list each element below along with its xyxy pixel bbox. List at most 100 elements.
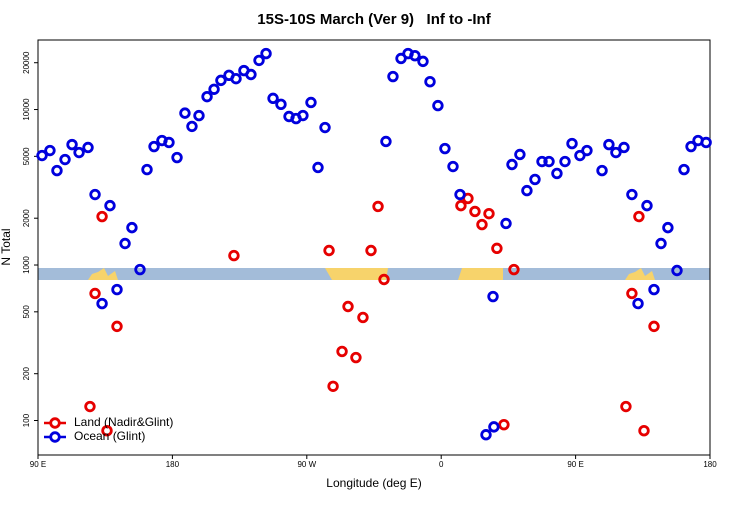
- point: [66, 138, 78, 151]
- point: [305, 96, 317, 109]
- point: [319, 121, 331, 134]
- y-tick-label: 100: [22, 413, 31, 427]
- point: [648, 320, 660, 333]
- y-tick-label: 5000: [22, 147, 31, 165]
- point: [671, 264, 683, 277]
- point: [267, 92, 279, 105]
- point: [215, 74, 227, 87]
- point: [603, 138, 615, 151]
- land-shape: [458, 268, 503, 280]
- plot-frame: [37, 39, 711, 456]
- point: [543, 155, 555, 168]
- chart-title: 15S-10S March (Ver 9) Inf to -Inf: [257, 11, 491, 28]
- point: [111, 320, 123, 333]
- point: [574, 149, 586, 162]
- point: [455, 199, 467, 212]
- legend-marker: [49, 417, 61, 429]
- point: [620, 400, 632, 413]
- point: [230, 72, 242, 85]
- point: [566, 137, 578, 150]
- x-tick-label: 90 W: [297, 460, 316, 469]
- point: [529, 173, 541, 186]
- point: [96, 297, 108, 310]
- point: [498, 418, 510, 431]
- point: [521, 184, 533, 197]
- point: [89, 287, 101, 300]
- point: [626, 287, 638, 300]
- x-tick-label: 0: [439, 460, 444, 469]
- point: [260, 47, 272, 60]
- point: [89, 188, 101, 201]
- point: [253, 54, 265, 67]
- point: [514, 148, 526, 161]
- point: [126, 221, 138, 234]
- point: [641, 199, 653, 212]
- point: [596, 164, 608, 177]
- point: [488, 421, 500, 433]
- y-tick-label: 1000: [22, 256, 31, 274]
- point: [51, 164, 63, 177]
- x-tick-label: 180: [703, 460, 717, 469]
- point: [44, 144, 56, 157]
- point: [447, 160, 459, 173]
- point: [141, 163, 153, 176]
- point: [469, 205, 481, 218]
- point: [36, 149, 48, 162]
- point: [104, 199, 116, 212]
- x-tick-label: 180: [166, 460, 180, 469]
- point: [662, 221, 674, 234]
- y-tick-label: 2000: [22, 209, 31, 227]
- point: [350, 351, 362, 364]
- point: [380, 135, 392, 148]
- point: [82, 141, 94, 154]
- point: [372, 200, 384, 213]
- point: [480, 429, 492, 441]
- y-tick-label: 200: [22, 366, 31, 380]
- point: [700, 136, 712, 149]
- point: [171, 151, 183, 164]
- point: [357, 311, 369, 324]
- point: [483, 207, 495, 220]
- land-shape: [88, 268, 118, 280]
- point: [275, 98, 287, 111]
- point: [336, 345, 348, 358]
- point: [581, 144, 593, 157]
- point: [559, 155, 571, 168]
- point: [228, 249, 240, 262]
- point: [432, 99, 444, 112]
- point: [655, 237, 667, 250]
- point: [208, 83, 220, 95]
- point: [409, 49, 421, 62]
- point: [96, 210, 108, 223]
- point: [186, 120, 198, 133]
- point: [245, 68, 257, 81]
- point: [378, 273, 390, 286]
- y-tick-label: 500: [22, 305, 31, 319]
- point: [648, 283, 660, 296]
- x-tick-label: 90 E: [567, 460, 583, 469]
- point: [327, 380, 339, 392]
- point: [491, 242, 503, 255]
- point: [508, 263, 520, 276]
- point: [119, 237, 131, 250]
- point: [163, 136, 175, 149]
- point: [439, 142, 451, 155]
- point: [101, 424, 113, 437]
- point: [610, 146, 622, 159]
- point: [500, 217, 512, 230]
- point: [111, 283, 123, 296]
- point: [312, 161, 324, 174]
- point: [618, 141, 630, 154]
- point: [551, 167, 563, 180]
- point: [678, 163, 690, 176]
- point: [323, 244, 335, 257]
- point: [387, 70, 399, 83]
- point: [476, 218, 488, 231]
- point: [297, 109, 309, 122]
- map-strip: [38, 268, 710, 280]
- point: [536, 155, 548, 168]
- point: [342, 300, 354, 313]
- y-tick-label: 20000: [22, 51, 31, 74]
- x-tick-label: 90 E: [30, 460, 46, 469]
